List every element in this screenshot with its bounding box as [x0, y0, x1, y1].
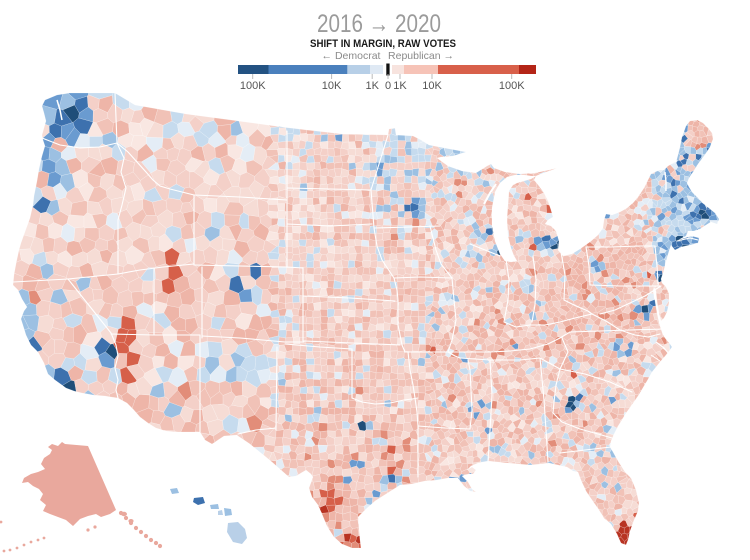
svg-text:1K: 1K: [365, 80, 379, 92]
svg-text:2016 → 2020: 2016 → 2020: [317, 10, 441, 38]
svg-text:SHIFT IN MARGIN, RAW VOTES: SHIFT IN MARGIN, RAW VOTES: [310, 38, 456, 50]
svg-text:100K: 100K: [499, 80, 525, 92]
svg-text:100K: 100K: [240, 80, 266, 92]
svg-text:10K: 10K: [422, 80, 442, 92]
svg-text:0: 0: [385, 80, 391, 92]
svg-text:1K: 1K: [393, 80, 407, 92]
svg-text:10K: 10K: [322, 80, 342, 92]
svg-text:Republican →: Republican →: [388, 50, 454, 62]
svg-text:← Democrat: ← Democrat: [322, 50, 381, 62]
